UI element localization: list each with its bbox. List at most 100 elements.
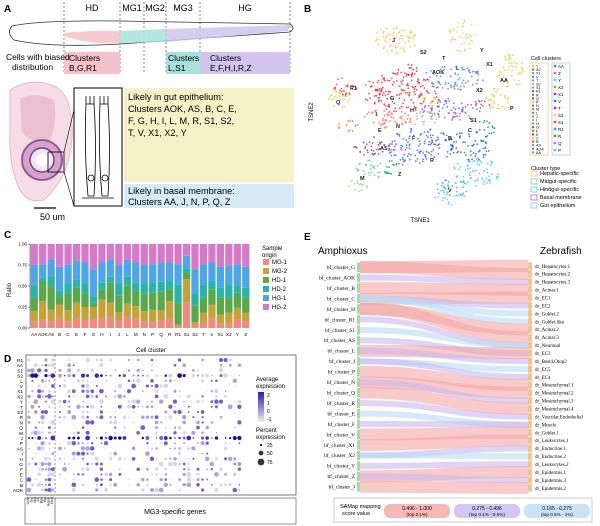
tsne-point [468, 133, 470, 136]
expression-dot [160, 442, 162, 444]
expression-dot [150, 488, 154, 492]
zebrafish-cluster-label: dr_Hepatocytes.2 [535, 273, 571, 278]
expression-dot [186, 472, 192, 477]
gut-region-mg [120, 29, 166, 43]
tsne-point [488, 104, 491, 106]
amphioxus-cluster-label: bf_cluster_AOK [319, 275, 355, 282]
tsne-point [341, 77, 344, 79]
tsne-point [505, 78, 508, 81]
tsne-point [472, 107, 474, 109]
expression-dot [40, 420, 45, 425]
legend-label: G [536, 126, 539, 130]
bar-segment [208, 262, 216, 281]
tsne-point [375, 37, 378, 40]
tsne-point [421, 160, 424, 163]
bar-segment [123, 244, 131, 260]
mapping-link [360, 400, 528, 420]
tsne-point [464, 19, 466, 22]
tsne-point [337, 96, 339, 99]
tsne-point [405, 146, 408, 149]
tsne-point [335, 83, 338, 86]
tsne-point [370, 168, 372, 170]
bar-segment [225, 297, 233, 313]
tsne-point [426, 131, 429, 133]
amphioxus-cluster-label: bf_cluster_J [329, 484, 355, 491]
tsne-point [451, 115, 454, 118]
bar-segment [132, 318, 140, 328]
expression-dot [237, 363, 242, 367]
tsne-point [482, 183, 485, 186]
tsne-point [474, 100, 477, 103]
tsne-point [372, 81, 375, 84]
expression-dot [160, 421, 163, 424]
tsne-point [406, 82, 409, 85]
expression-dot [206, 390, 208, 392]
bar-segment [140, 294, 148, 312]
tsne-point [401, 29, 403, 31]
tsne-point [507, 66, 510, 68]
expression-dot [219, 363, 223, 367]
expression-dot [160, 458, 162, 460]
tsne-point [435, 74, 438, 77]
tsne-point [347, 130, 350, 133]
tsne-point [490, 164, 492, 166]
legend-label: R [536, 93, 539, 97]
bar-segment [199, 312, 208, 323]
tsne-point [374, 89, 377, 92]
legend-swatch [531, 144, 535, 147]
tsne-point [423, 87, 426, 89]
tsne-point [449, 153, 451, 156]
legend-label: C [536, 137, 539, 141]
expression-dot [86, 380, 89, 382]
tsne-point [522, 70, 525, 73]
bar-segment [149, 264, 157, 283]
biased-caption-2: distribution [12, 62, 53, 72]
expression-dot [40, 441, 45, 446]
tsne-point [362, 141, 365, 144]
expression-dot [99, 467, 104, 471]
amphioxus-node [357, 314, 360, 325]
tsne-point [426, 90, 429, 93]
expression-dot [31, 390, 34, 393]
tsne-point [455, 194, 457, 197]
tsne-point [441, 199, 444, 202]
cluster-box-hg-line1: Clusters [210, 53, 241, 63]
expression-dot [45, 385, 47, 387]
expression-dot [104, 436, 108, 440]
expression-dot [201, 488, 205, 492]
amphioxus-cluster-label: bf_cluster_S1 [325, 327, 355, 334]
pct-dot-25 [259, 443, 263, 447]
tsne-point [475, 130, 478, 133]
mapping-link [360, 480, 528, 495]
tsne-point [378, 87, 381, 90]
expression-dot [105, 431, 107, 434]
tsne-point [429, 129, 432, 131]
tsne-point [456, 115, 458, 118]
expression-dot [37, 389, 42, 394]
expression-dot [227, 404, 233, 410]
tsne-point [478, 158, 480, 161]
row-label: J [21, 436, 24, 442]
expression-dot [205, 441, 209, 445]
expression-dot [178, 463, 181, 465]
expression-dot [237, 404, 242, 410]
expression-dot [141, 369, 144, 372]
legend-label: MG-1 [272, 260, 288, 266]
tsne-point [449, 32, 451, 34]
tsne-point [413, 106, 416, 108]
x-tick-label: AA [31, 332, 38, 337]
tsne-point [476, 79, 479, 82]
tsne-point [360, 189, 363, 192]
expression-dot [86, 442, 89, 445]
expression-dot [200, 410, 205, 414]
tsne-point [462, 68, 464, 71]
tsne-point [382, 47, 385, 50]
expression-dot [182, 436, 186, 440]
legend-label: AS [536, 144, 542, 148]
expression-dot [86, 411, 89, 413]
tsne-point [377, 43, 379, 46]
bar-segment [140, 311, 148, 322]
legend-swatch [553, 141, 557, 145]
x-tick-label: Q [159, 332, 163, 337]
